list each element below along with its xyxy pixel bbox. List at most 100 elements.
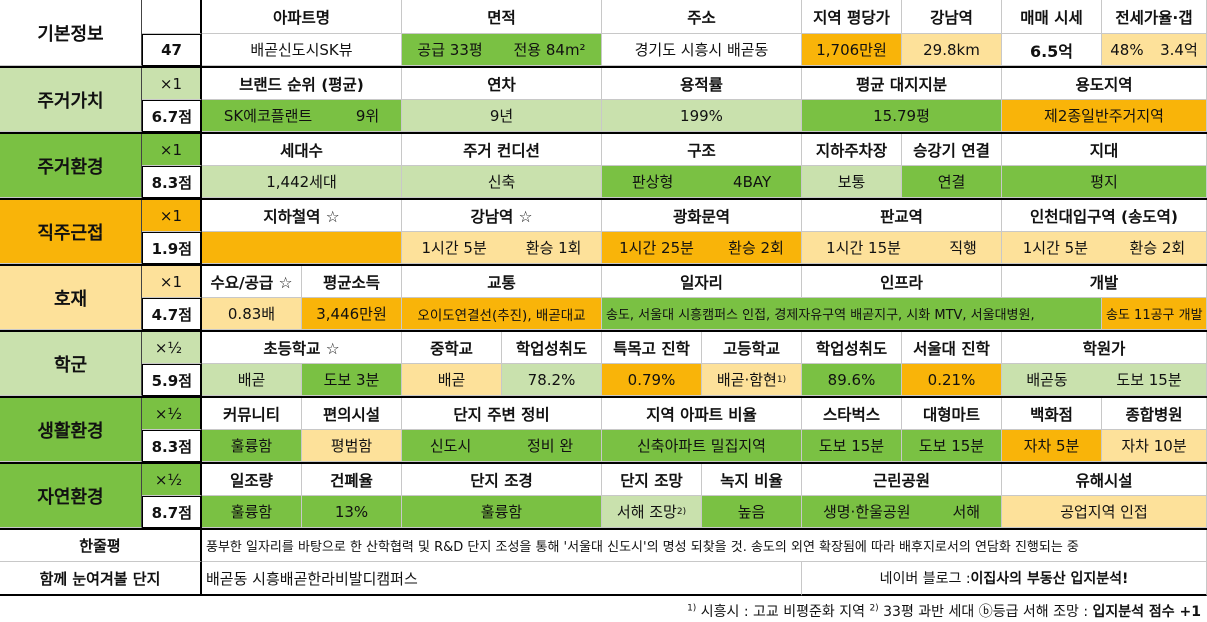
row-divider bbox=[0, 198, 1207, 200]
header-surroundings: 단지 주변 정비 bbox=[402, 398, 602, 430]
header-mart: 대형마트 bbox=[902, 398, 1002, 430]
header-age: 연차 bbox=[402, 68, 602, 100]
section-label-commute: 직주근접 bbox=[0, 200, 142, 264]
header-incheon: 인천대입구역 (송도역) bbox=[1002, 200, 1207, 232]
gangnam-commute: 1시간 5분 환승 1회 bbox=[402, 232, 602, 264]
land-share: 15.79평 bbox=[802, 100, 1002, 132]
development-value: 송도 11공구 개발 bbox=[1102, 298, 1207, 330]
row-divider bbox=[0, 330, 1207, 332]
surroundings: 신도시 bbox=[429, 437, 472, 455]
summary-text: 풍부한 일자리를 바탕으로 한 산학협력 및 R&D 단지 조성을 통해 '서울… bbox=[202, 530, 1207, 562]
area-exclusive: 전용 84m² bbox=[513, 41, 586, 59]
section-label-residential-value: 주거가치 bbox=[0, 68, 142, 132]
row-divider bbox=[0, 132, 1207, 134]
header-dev: 개발 bbox=[1002, 266, 1207, 298]
incheon-commute: 1시간 5분 환승 2회 bbox=[1002, 232, 1207, 264]
footnote-2: 33평 과반 세대 ⓑ등급 서해 조망 : bbox=[878, 604, 1093, 620]
mart: 도보 15분 bbox=[902, 430, 1002, 462]
header-parking: 지하주차장 bbox=[802, 134, 902, 166]
blog-prefix: 네이버 블로그 : bbox=[879, 571, 971, 587]
sunlight: 훌륭함 bbox=[202, 496, 302, 528]
pangyo-time: 1시간 15분 bbox=[826, 239, 901, 257]
header-park: 근린공원 bbox=[802, 464, 1002, 496]
score-residential-value: 6.7점 bbox=[142, 100, 202, 132]
blog-credit: 네이버 블로그 : 이집사의 부동산 입지분석! bbox=[802, 562, 1207, 596]
academy-cell: 배곧동 도보 15분 bbox=[1002, 364, 1207, 396]
footnote-mark: 1) bbox=[687, 603, 697, 614]
green-ratio: 높음 bbox=[702, 496, 802, 528]
header-amenities: 편의시설 bbox=[302, 398, 402, 430]
elementary-walk: 도보 3분 bbox=[302, 364, 402, 396]
jeonse-rate: 48% bbox=[1110, 40, 1144, 59]
multiplier: ×1 bbox=[142, 68, 202, 100]
header-community: 커뮤니티 bbox=[202, 398, 302, 430]
surroundings-cell: 신도시 정비 완 bbox=[402, 430, 602, 462]
header-income: 평균소득 bbox=[302, 266, 402, 298]
gwanghwamun-commute: 1시간 25분 환승 2회 bbox=[602, 232, 802, 264]
area-supply: 공급 33평 bbox=[417, 41, 483, 59]
footnote-mark: 1) bbox=[776, 374, 787, 385]
header-hospital: 종합병원 bbox=[1102, 398, 1207, 430]
header-area: 면적 bbox=[402, 0, 602, 34]
score-living-env: 8.3점 bbox=[142, 430, 202, 462]
header-gwanghwamun: 광화문역 bbox=[602, 200, 802, 232]
footnote: 1) 시흥시 : 고교 비평준화 지역 2) 33평 과반 세대 ⓑ등급 서해 … bbox=[687, 601, 1201, 621]
multiplier: ×½ bbox=[142, 464, 202, 496]
section-label-nature-env: 자연환경 bbox=[0, 464, 142, 528]
header-gangnam-station: 강남역 ☆ bbox=[402, 200, 602, 232]
header-apt-name: 아파트명 bbox=[202, 0, 402, 34]
supply-demand: 0.83배 bbox=[202, 298, 302, 330]
brand: SK에코플랜트 bbox=[223, 107, 313, 125]
header-price-per-pyeong: 지역 평당가 bbox=[802, 0, 902, 34]
header-dept-store: 백화점 bbox=[1002, 398, 1102, 430]
condition: 신축 bbox=[402, 166, 602, 198]
multiplier: ×1 bbox=[142, 134, 202, 166]
high-cell: 배곧·함현 1) bbox=[702, 364, 802, 396]
jobs-infra: 송도, 서울대 시흥캠퍼스 인접, 경제자유구역 배곧지구, 시화 MTV, 서… bbox=[602, 298, 1102, 330]
incheon-transfer: 환승 2회 bbox=[1129, 239, 1186, 257]
maintenance: 정비 완 bbox=[526, 437, 574, 455]
amenities: 평범함 bbox=[302, 430, 402, 462]
score-development: 4.7점 bbox=[142, 298, 202, 330]
far: 199% bbox=[602, 100, 802, 132]
row-divider bbox=[0, 264, 1207, 266]
header-view: 단지 조망 bbox=[602, 464, 702, 496]
section-label-basic: 기본정보 bbox=[0, 0, 142, 66]
header-far: 용적률 bbox=[602, 68, 802, 100]
header-high-achievement: 학업성취도 bbox=[802, 332, 902, 364]
header-bcr: 건폐율 bbox=[302, 464, 402, 496]
subway-cell bbox=[202, 232, 402, 264]
row-divider bbox=[0, 528, 1207, 530]
income: 3,446만원 bbox=[302, 298, 402, 330]
header-sunlight: 일조량 bbox=[202, 464, 302, 496]
households: 1,442세대 bbox=[202, 166, 402, 198]
row-divider bbox=[0, 462, 1207, 464]
score-school: 5.9점 bbox=[142, 364, 202, 396]
apt-name: 배곧신도시SK뷰 bbox=[202, 34, 402, 66]
sale-price: 6.5억 bbox=[1002, 34, 1102, 66]
header-middle-achievement: 학업성취도 bbox=[502, 332, 602, 364]
community: 훌륭함 bbox=[202, 430, 302, 462]
header-snu: 서울대 진학 bbox=[902, 332, 1002, 364]
header-structure: 구조 bbox=[602, 134, 802, 166]
section-label-school: 학군 bbox=[0, 332, 142, 396]
header-address: 주소 bbox=[602, 0, 802, 34]
header-green-ratio: 녹지 비율 bbox=[702, 464, 802, 496]
header-supply-demand: 수요/공급 ☆ bbox=[202, 266, 302, 298]
zoning: 제2종일반주거지역 bbox=[1002, 100, 1207, 132]
brand-rank: 9위 bbox=[355, 107, 380, 125]
multiplier: ×1 bbox=[142, 200, 202, 232]
section-label-development: 호재 bbox=[0, 266, 142, 330]
section-label-living-env: 생활환경 bbox=[0, 398, 142, 462]
footnote-mark: 2) bbox=[869, 603, 879, 614]
jeonse-cell: 48% 3.4억 bbox=[1102, 34, 1207, 66]
academy-walk: 도보 15분 bbox=[1116, 371, 1182, 389]
landscape: 훌륭함 bbox=[402, 496, 602, 528]
pangyo-commute: 1시간 15분 직행 bbox=[802, 232, 1002, 264]
apt-number: 47 bbox=[142, 34, 202, 66]
middle-achievement: 78.2% bbox=[502, 364, 602, 396]
score-commute: 1.9점 bbox=[142, 232, 202, 264]
academy: 배곧동 bbox=[1026, 371, 1068, 389]
related-label: 함께 눈여겨볼 단지 bbox=[0, 562, 202, 596]
header-infra: 인프라 bbox=[802, 266, 1002, 298]
